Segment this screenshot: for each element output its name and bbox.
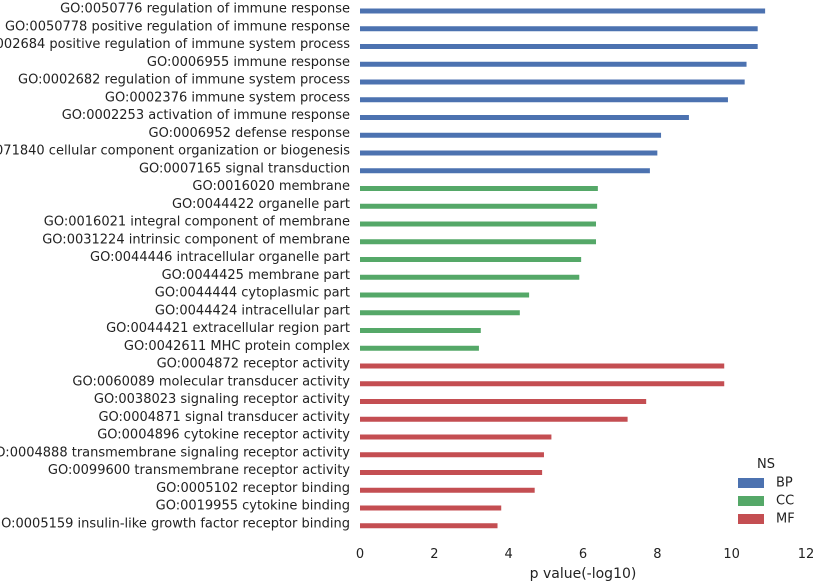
x-tick-label: 4 [505,547,513,562]
bar-cc [360,274,580,280]
category-label: GO:0016021 integral component of membran… [44,215,350,230]
bar-bp [360,168,650,174]
bar-mf [360,487,535,493]
category-label: GO:0044425 membrane part [162,268,350,283]
bar-bp [360,115,689,120]
bar-bp [360,44,758,49]
bar-cc [360,186,598,191]
category-label: GO:0019955 cytokine binding [156,499,350,514]
category-label: GO:0002253 activation of immune response [62,108,350,123]
bar-mf [360,381,725,387]
x-tick-label: 10 [723,547,740,562]
category-label: GO:0006952 defense response [149,126,351,141]
category-label: GO:0004872 receptor activity [157,357,351,372]
legend-title: NS [757,457,775,472]
bar-cc [360,221,597,227]
bar-bp [360,61,747,67]
bar-mf [360,434,552,440]
bar-bp [360,97,728,103]
bar-bp [360,150,658,156]
legend-label-mf: MF [776,512,795,527]
x-tick-label: 0 [356,547,364,562]
category-label: GO:0006955 immune response [147,55,350,70]
x-axis-label: p value(-log10) [530,566,637,582]
category-label: GO:0004871 signal transducer activity [98,410,350,425]
bar-cc [360,328,481,333]
bars-layer [360,8,766,529]
category-label: GO:0050776 regulation of immune response [60,2,350,17]
x-tick-label: 2 [430,547,438,562]
bar-cc [360,345,479,351]
bar-bp [360,79,745,85]
category-label: GO:0071840 cellular component organizati… [0,144,350,159]
category-label: GO:0031224 intrinsic component of membra… [42,232,350,247]
category-label: GO:0004896 cytokine receptor activity [97,428,350,443]
legend-swatch-cc [738,496,764,506]
legend: NS BP CC MF [738,457,795,527]
bar-mf [360,470,543,475]
bar-cc [360,310,520,316]
category-label: GO:0044421 extracellular region part [106,321,350,336]
category-label: GO:0007165 signal transduction [139,161,350,176]
bar-mf [360,452,544,458]
category-label: GO:0060089 molecular transducer activity [72,374,350,389]
x-axis-ticks: 0 2 4 6 8 10 12 [356,547,814,562]
bar-bp [360,26,758,32]
category-label: GO:0004888 transmembrane signaling recep… [0,445,350,460]
legend-label-cc: CC [776,494,794,509]
category-label: GO:0005102 receptor binding [156,481,350,496]
bar-cc [360,292,530,298]
category-label: GO:0002684 positive regulation of immune… [0,37,350,52]
bar-cc [360,257,582,262]
bar-cc [360,239,597,245]
bar-mf [360,399,647,404]
category-label: GO:0044422 organelle part [172,197,350,212]
legend-swatch-mf [738,514,764,524]
bar-mf [360,363,725,369]
x-tick-label: 6 [579,547,587,562]
bar-mf [360,416,628,422]
category-label: GO:0002376 immune system process [105,90,350,105]
x-tick-label: 8 [653,547,661,562]
bar-bp [360,8,766,14]
category-label: GO:0050778 positive regulation of immune… [5,19,350,34]
legend-swatch-bp [738,478,764,488]
category-label: GO:0002682 regulation of immune system p… [18,73,350,88]
bar-mf [360,505,502,511]
category-label: GO:0016020 membrane [192,179,350,194]
category-label: GO:0044444 cytoplasmic part [155,286,350,301]
bar-bp [360,132,662,138]
category-label: GO:0042611 MHC protein complex [124,339,350,354]
category-label: GO:0099600 transmembrane receptor activi… [48,463,350,478]
bar-cc [360,203,598,209]
category-labels: GO:0050776 regulation of immune response… [0,2,350,532]
x-tick-label: 12 [798,547,815,562]
category-label: GO:0044424 intracellular part [155,303,350,318]
legend-label-bp: BP [776,476,793,491]
category-label: GO:0005159 insulin-like growth factor re… [0,516,350,531]
category-label: GO:0044446 intracellular organelle part [90,250,350,265]
category-label: GO:0038023 signaling receptor activity [94,392,350,407]
bar-mf [360,523,498,529]
